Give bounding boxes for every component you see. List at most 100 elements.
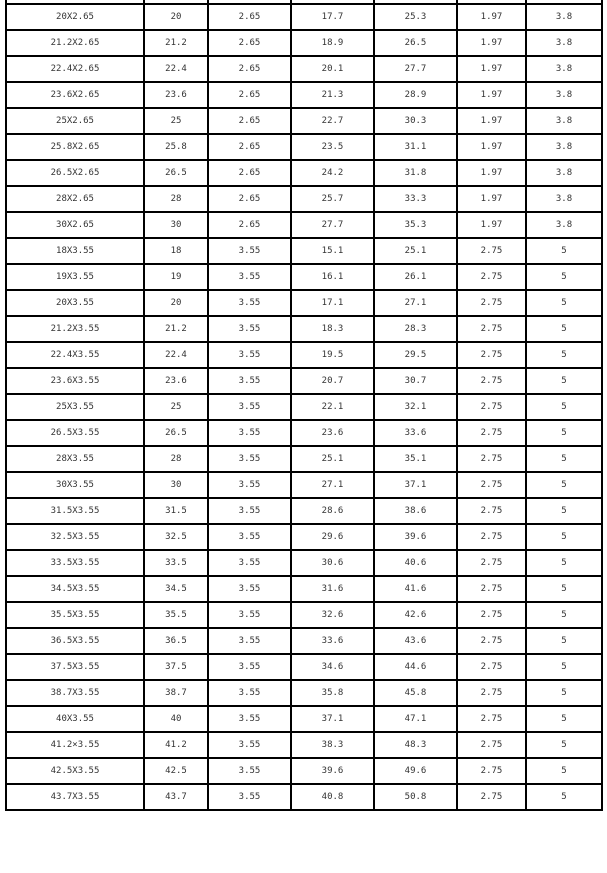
table-cell: 2.65 — [207, 55, 292, 83]
table-cell: 2.75 — [456, 523, 527, 551]
table-cell: 3.8 — [525, 3, 603, 31]
table-cell: 23.6 — [143, 81, 209, 109]
table-cell: 28.6 — [290, 497, 375, 525]
table-cell: 3.8 — [525, 211, 603, 239]
table-cell: 42.6 — [373, 601, 458, 629]
table-cell: 36.5X3.55 — [5, 627, 145, 655]
table-cell: 2.75 — [456, 627, 527, 655]
table-cell: 5 — [525, 419, 603, 447]
table-cell: 25X2.65 — [5, 107, 145, 135]
table-cell: 21.2X3.55 — [5, 315, 145, 343]
table-cell: 1.97 — [456, 107, 527, 135]
table-cell: 5 — [525, 367, 603, 395]
table-cell: 5 — [525, 237, 603, 265]
table-row: 19X3.55 19 3.55 16.1 26.1 2.75 5 — [5, 263, 603, 291]
table-cell: 35.8 — [290, 679, 375, 707]
table-cell: 5 — [525, 289, 603, 317]
table-cell: 28 — [143, 185, 209, 213]
table-row: 28X3.55 28 3.55 25.1 35.1 2.75 5 — [5, 445, 603, 473]
table-cell: 5 — [525, 627, 603, 655]
table-cell: 1.97 — [456, 81, 527, 109]
table-cell: 36.5 — [143, 627, 209, 655]
table-cell: 28.3 — [373, 315, 458, 343]
table-cell: 25.3 — [373, 3, 458, 31]
table-cell: 33.6 — [373, 419, 458, 447]
table-cell: 5 — [525, 549, 603, 577]
table-cell: 21.2X2.65 — [5, 29, 145, 57]
table-cell: 22.4 — [143, 341, 209, 369]
table-cell: 26.5 — [373, 29, 458, 57]
table-cell: 2.75 — [456, 263, 527, 291]
table-cell — [207, 0, 292, 5]
table-cell: 40 — [143, 705, 209, 733]
table-cell: 27.1 — [290, 471, 375, 499]
table-cell: 37.5X3.55 — [5, 653, 145, 681]
table-cell: 35.5 — [143, 601, 209, 629]
table-cell: 34.5 — [143, 575, 209, 603]
table-row: 30X2.65 30 2.65 27.7 35.3 1.97 3.8 — [5, 211, 603, 239]
table-cell: 33.6 — [290, 627, 375, 655]
table-cell: 18X3.55 — [5, 237, 145, 265]
table-cell: 43.7X3.55 — [5, 783, 145, 811]
table-row-partial — [5, 0, 603, 5]
table-cell: 41.6 — [373, 575, 458, 603]
table-row: 37.5X3.55 37.5 3.55 34.6 44.6 2.75 5 — [5, 653, 603, 681]
table-cell: 23.6X3.55 — [5, 367, 145, 395]
table-cell: 1.97 — [456, 3, 527, 31]
table-cell: 25X3.55 — [5, 393, 145, 421]
table-cell: 32.1 — [373, 393, 458, 421]
table-cell: 1.97 — [456, 133, 527, 161]
table-cell: 35.3 — [373, 211, 458, 239]
table-row: 33.5X3.55 33.5 3.55 30.6 40.6 2.75 5 — [5, 549, 603, 577]
table-cell: 26.5X2.65 — [5, 159, 145, 187]
table-row: 32.5X3.55 32.5 3.55 29.6 39.6 2.75 5 — [5, 523, 603, 551]
table-cell: 38.3 — [290, 731, 375, 759]
table-cell — [5, 0, 145, 5]
table-cell: 28 — [143, 445, 209, 473]
table-cell: 23.6 — [143, 367, 209, 395]
table-row: 43.7X3.55 43.7 3.55 40.8 50.8 2.75 5 — [5, 783, 603, 811]
table-row: 25.8X2.65 25.8 2.65 23.5 31.1 1.97 3.8 — [5, 133, 603, 161]
table-cell: 17.1 — [290, 289, 375, 317]
table-cell: 3.55 — [207, 289, 292, 317]
table-row: 21.2X3.55 21.2 3.55 18.3 28.3 2.75 5 — [5, 315, 603, 343]
table-row: 21.2X2.65 21.2 2.65 18.9 26.5 1.97 3.8 — [5, 29, 603, 57]
table-cell: 39.6 — [290, 757, 375, 785]
table-cell: 22.4 — [143, 55, 209, 83]
table-cell: 28.9 — [373, 81, 458, 109]
table-cell: 41.2 — [143, 731, 209, 759]
table-cell: 5 — [525, 731, 603, 759]
table-cell: 3.55 — [207, 549, 292, 577]
table-cell: 21.2 — [143, 315, 209, 343]
table-cell: 5 — [525, 705, 603, 733]
table-cell: 27.1 — [373, 289, 458, 317]
table-cell: 27.7 — [290, 211, 375, 239]
table-cell: 2.65 — [207, 133, 292, 161]
table-cell: 41.2×3.55 — [5, 731, 145, 759]
table-row: 23.6X2.65 23.6 2.65 21.3 28.9 1.97 3.8 — [5, 81, 603, 109]
table-row: 35.5X3.55 35.5 3.55 32.6 42.6 2.75 5 — [5, 601, 603, 629]
table-cell: 20 — [143, 289, 209, 317]
table-cell: 2.75 — [456, 653, 527, 681]
table-cell: 3.55 — [207, 419, 292, 447]
table-cell — [290, 0, 375, 5]
table-cell: 5 — [525, 783, 603, 811]
table-cell: 3.8 — [525, 185, 603, 213]
table-cell: 31.5X3.55 — [5, 497, 145, 525]
table-cell: 2.75 — [456, 341, 527, 369]
table-cell: 2.65 — [207, 3, 292, 31]
table-cell: 30.6 — [290, 549, 375, 577]
table-cell: 20X3.55 — [5, 289, 145, 317]
table-cell: 2.75 — [456, 419, 527, 447]
table-cell: 18 — [143, 237, 209, 265]
table-cell: 29.6 — [290, 523, 375, 551]
table-cell: 37.5 — [143, 653, 209, 681]
table-cell: 30.7 — [373, 367, 458, 395]
table-cell: 2.75 — [456, 393, 527, 421]
table-cell: 3.55 — [207, 263, 292, 291]
table-cell: 30X2.65 — [5, 211, 145, 239]
table-cell — [525, 0, 603, 5]
table-cell: 50.8 — [373, 783, 458, 811]
table-cell: 2.65 — [207, 107, 292, 135]
table-cell: 3.55 — [207, 653, 292, 681]
